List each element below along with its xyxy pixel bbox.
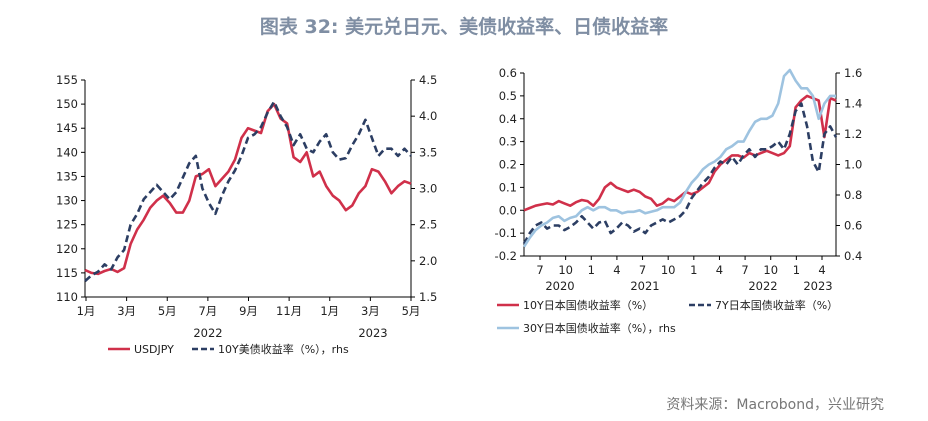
left-tick-label: 135 <box>56 169 78 183</box>
right-tick-label: 1.4 <box>844 97 862 111</box>
year-label: 2021 <box>630 279 659 293</box>
left-tick-label: 0.1 <box>499 180 517 194</box>
x-tick-label: 7 <box>639 263 646 277</box>
legend-label: 10Y美债收益率（%），rhs <box>218 342 349 356</box>
right-tick-label: 3.5 <box>419 145 437 159</box>
series-line <box>522 68 836 248</box>
series-line <box>84 100 412 283</box>
right-tick-label: 1.5 <box>419 290 437 304</box>
year-label: 2022 <box>748 279 777 293</box>
right-tick-label: 0.6 <box>844 219 862 233</box>
series-line <box>522 102 838 245</box>
left-tick-label: 110 <box>56 290 78 304</box>
left-tick-label: 0.4 <box>499 112 517 126</box>
x-tick-label: 7月 <box>198 304 217 318</box>
x-tick-label: 10 <box>661 263 676 277</box>
legend-label: 30Y日本国债收益率（%），rhs <box>523 321 676 335</box>
x-tick-label: 3月 <box>361 304 380 318</box>
right-tick-label: 1.0 <box>844 158 862 172</box>
right-tick-label: 0.4 <box>844 249 862 263</box>
year-label: 2022 <box>193 326 222 340</box>
right-tick-label: 2.0 <box>419 254 437 268</box>
chart-2: -0.2 -0.1 0.0 0.1 0.2 0.3 0.4 0.5 0.6 0.4 0.6 0.8 1.… <box>495 66 863 335</box>
right-tick-label: 0.8 <box>844 188 862 202</box>
left-tick-label: 0.2 <box>499 158 517 172</box>
right-tick-label: 3.0 <box>419 182 437 196</box>
legend-label: USDJPY <box>134 343 174 356</box>
left-tick-label: 115 <box>56 266 78 280</box>
left-tick-label: 0.3 <box>499 135 517 149</box>
right-tick-label: 2.5 <box>419 218 437 232</box>
left-tick-label: 155 <box>56 73 78 87</box>
left-tick-label: 120 <box>56 242 78 256</box>
x-tick-label: 11月 <box>276 304 302 318</box>
right-tick-label: 1.6 <box>844 66 862 80</box>
left-tick-label: 130 <box>56 194 78 208</box>
series-line <box>84 102 412 276</box>
year-label: 2023 <box>803 279 832 293</box>
left-tick-label: 150 <box>56 97 78 111</box>
right-tick-label: 1.2 <box>844 127 862 141</box>
x-tick-label: 4 <box>716 263 723 277</box>
left-tick-label: 0.5 <box>499 89 517 103</box>
x-tick-label: 5月 <box>402 304 421 318</box>
x-tick-label: 7 <box>536 263 543 277</box>
x-tick-label: 4 <box>613 263 620 277</box>
x-tick-label: 1 <box>588 263 595 277</box>
x-tick-label: 9月 <box>239 304 258 318</box>
x-tick-label: 10 <box>763 263 778 277</box>
left-tick-label: 125 <box>56 218 78 232</box>
year-label: 2020 <box>545 279 574 293</box>
left-tick-label: 0.6 <box>499 66 517 80</box>
left-tick-label: 140 <box>56 145 78 159</box>
right-tick-label: 4.5 <box>419 73 437 87</box>
left-tick-label: -0.1 <box>495 226 517 240</box>
left-tick-label: 0.0 <box>499 203 517 217</box>
x-tick-label: 5月 <box>158 304 177 318</box>
series-line <box>523 94 837 212</box>
x-tick-label: 3月 <box>117 304 136 318</box>
year-label: 2023 <box>358 326 387 340</box>
x-tick-label: 10 <box>558 263 573 277</box>
x-tick-label: 1月 <box>77 304 96 318</box>
figure-title: 图表 32: 美元兑日元、美债收益率、日债收益率 <box>259 16 669 38</box>
x-tick-label: 1月 <box>320 304 339 318</box>
x-tick-label: 4 <box>818 263 825 277</box>
source-note: 资料来源：Macrobond，兴业研究 <box>666 397 884 413</box>
x-tick-label: 1 <box>793 263 800 277</box>
x-tick-label: 1 <box>690 263 697 277</box>
chart-1: 110 115 120 125 130 135 140 145 150 155 1.5 2.0 2.5 3… <box>56 73 437 356</box>
legend-label: 10Y日本国债收益率（%） <box>523 298 653 312</box>
left-tick-label: 145 <box>56 121 78 135</box>
x-tick-label: 7 <box>741 263 748 277</box>
right-tick-label: 4.0 <box>419 109 437 123</box>
legend-label: 7Y日本国债收益率（%） <box>715 298 838 312</box>
left-tick-label: -0.2 <box>495 249 517 263</box>
